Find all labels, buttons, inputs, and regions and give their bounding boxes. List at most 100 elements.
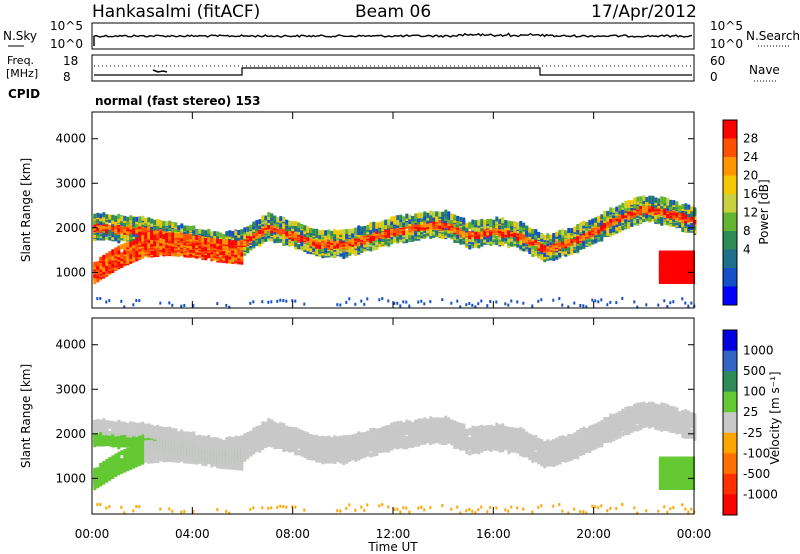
power-cell [264,235,268,241]
power-cell [288,241,292,247]
power-cell [252,224,256,230]
power-cell [207,245,211,251]
power-cell [507,243,511,249]
power-cell [471,225,475,231]
power-cell [492,223,496,229]
power-cell [618,217,622,223]
power-cell [339,229,343,235]
velocity-cell [147,423,151,429]
power-cell [327,229,331,235]
velocity-cell [111,467,115,473]
power-cell [156,224,160,230]
power-cell [576,234,580,239]
power-cell [381,236,385,242]
velocity-cell [153,440,157,446]
power-cell [573,301,576,305]
power-cell [693,207,697,213]
power-cell [150,233,154,239]
power-cell [138,244,142,250]
power-cell [411,222,415,228]
power-cell [96,273,100,279]
velocity-cell [123,433,127,439]
power-cell [132,231,136,237]
power-cell [582,228,586,234]
power-cell [534,245,538,251]
power-cell [670,250,674,256]
power-cell [243,238,247,244]
power-cell [651,211,655,216]
power-cell [159,250,163,256]
power-cell [105,258,109,264]
power-cell [501,226,505,232]
power-cell [672,210,676,216]
velocity-cell [93,478,97,484]
power-cell [495,225,499,231]
power-cell [132,217,136,223]
power-cell [630,221,634,227]
power-cell [345,229,349,235]
velocity-cell [165,427,169,433]
power-cell [429,300,432,304]
velocity-cell [165,449,169,455]
power-cell [177,245,181,251]
power-cell [504,220,508,225]
power-cell [267,215,271,220]
power-cell [105,300,108,304]
power-cell [306,226,310,232]
power-cell [312,246,316,252]
velocity-cell [102,423,106,429]
power-cell [213,238,217,244]
nsearch-tick-bottom: 10^0 [710,37,743,51]
power-cell [672,200,676,206]
power-cell [513,238,517,244]
power-cell [231,240,235,246]
power-cell [147,247,151,253]
power-cell [189,234,193,240]
velocity-cell [144,451,148,456]
power-cell [591,237,595,243]
power-cell [150,218,154,224]
power-cell [246,245,250,251]
power-cell [141,231,145,236]
power-cell [516,234,520,240]
power-cell [273,233,277,239]
power-cell [399,232,403,238]
power-cell [156,249,160,255]
power-cell [673,250,677,256]
power-cell [123,242,127,248]
power-cell [171,232,175,238]
velocity-cell [147,446,151,452]
power-cell [549,245,553,251]
velocity-cell [108,441,112,447]
power-cell [228,258,232,264]
power-cell [630,210,634,216]
nsky-label: N.Sky [3,29,37,43]
power-cell [456,215,460,221]
power-cell [357,230,361,235]
power-cell [579,222,583,228]
power-cell [676,250,680,256]
power-cell [96,223,100,229]
power-cell [489,224,493,230]
power-cell [588,223,592,229]
velocity-cell [168,426,172,432]
velocity-cell [111,441,115,446]
power-cell [174,240,178,246]
velocity-cell [159,426,163,432]
power-cell [630,216,634,222]
velocity-cell [102,460,106,466]
power-cell [420,216,424,222]
power-cell [615,222,619,228]
power-cell [597,221,601,227]
power-cell [201,245,205,251]
power-cell [414,214,418,220]
power-cell [270,236,274,242]
power-cell [678,220,682,225]
power-cell [183,304,186,307]
power-cell [258,219,262,225]
power-cell [423,214,427,220]
power-cell [171,303,174,307]
power-cell [387,228,391,233]
power-cell [444,233,448,239]
power-cell [468,233,472,239]
